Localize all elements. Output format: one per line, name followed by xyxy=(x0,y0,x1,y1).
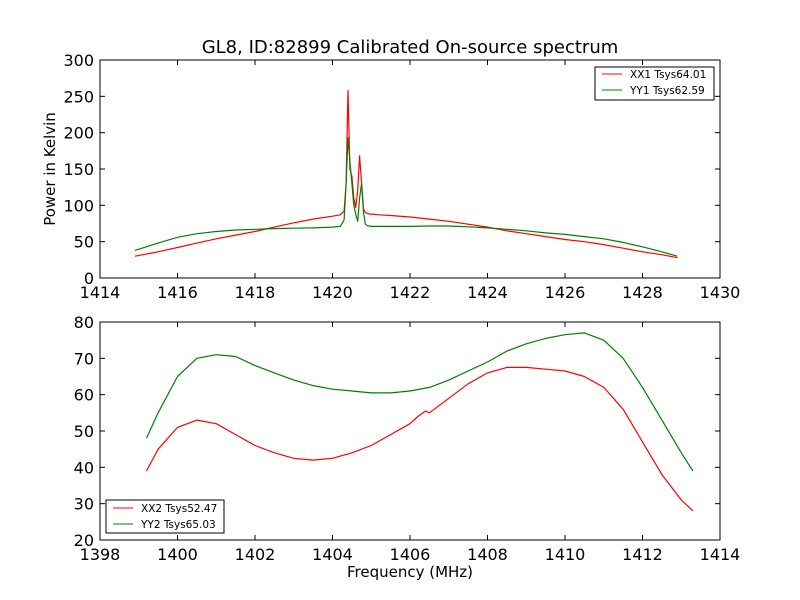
bottom-x-tick-label: 1408 xyxy=(467,545,508,564)
top-series-lines xyxy=(134,89,678,259)
top-y-tick-label: 250 xyxy=(63,87,94,106)
top-x-tick-label: 1424 xyxy=(467,283,508,302)
top-x-tick-label: 1418 xyxy=(235,283,276,302)
top-y-tick-label: 150 xyxy=(63,160,94,179)
bottom-series-line-red xyxy=(145,366,694,512)
bottom-x-tick-label: 1404 xyxy=(312,545,353,564)
top-y-tick-label: 0 xyxy=(84,269,94,288)
top-x-tick-label: 1414 xyxy=(80,283,121,302)
bottom-x-tick-label: 1406 xyxy=(390,545,431,564)
bottom-y-tick-label: 70 xyxy=(74,349,94,368)
top-series-line-green xyxy=(134,137,678,257)
top-x-tick-label: 1416 xyxy=(157,283,198,302)
bottom-y-tick-label: 60 xyxy=(74,386,94,405)
top-y-axis-label: Power in Kelvin xyxy=(41,112,59,226)
bottom-y-tick-label: 40 xyxy=(74,458,94,477)
top-y-tick-label: 200 xyxy=(63,124,94,143)
bottom-x-tick-label: 1412 xyxy=(622,545,663,564)
top-legend-box xyxy=(594,66,715,101)
bottom-legend: XX2 Tsys52.47 YY2 Tsys65.03 xyxy=(105,499,225,534)
bottom-ticks: 1398 1400 1402 1404 1406 1408 1410 1412 1414 20 30… xyxy=(74,313,741,564)
bottom-x-tick-label: 1398 xyxy=(80,545,121,564)
top-y-tick-label: 100 xyxy=(63,196,94,215)
top-x-tick-label: 1428 xyxy=(622,283,663,302)
bottom-series-line-green xyxy=(145,332,694,472)
bottom-series-lines xyxy=(145,332,694,512)
top-ticks: 1414 1416 1418 1420 1422 1424 1426 1428 1430 0 50 1… xyxy=(63,51,740,302)
top-legend: XX1 Tsys64.01 YY1 Tsys62.59 xyxy=(594,66,715,101)
bottom-legend-box xyxy=(105,499,225,534)
bottom-x-axis-label: Frequency (MHz) xyxy=(347,563,473,581)
figure-title: GL8, ID:82899 Calibrated On-source spect… xyxy=(202,37,619,58)
bottom-y-tick-label: 80 xyxy=(74,313,94,332)
top-y-tick-label: 50 xyxy=(74,233,94,252)
top-x-tick-label: 1420 xyxy=(312,283,353,302)
legend-label-xx2: XX2 Tsys52.47 xyxy=(141,503,217,515)
top-x-tick-label: 1430 xyxy=(700,283,741,302)
legend-label-xx1: XX1 Tsys64.01 xyxy=(630,69,706,81)
legend-label-yy1: YY1 Tsys62.59 xyxy=(629,85,705,97)
top-x-tick-label: 1422 xyxy=(390,283,431,302)
bottom-x-tick-label: 1400 xyxy=(157,545,198,564)
bottom-y-tick-label: 30 xyxy=(74,495,94,514)
top-subplot: 1414 1416 1418 1420 1422 1424 1426 1428 1430 0 50 1… xyxy=(41,51,740,302)
top-x-tick-label: 1426 xyxy=(545,283,586,302)
bottom-y-tick-label: 20 xyxy=(74,531,94,550)
bottom-x-tick-label: 1414 xyxy=(700,545,741,564)
bottom-subplot: 1398 1400 1402 1404 1406 1408 1410 1412 1414 20 30… xyxy=(74,313,741,581)
bottom-y-tick-label: 50 xyxy=(74,422,94,441)
bottom-x-tick-label: 1402 xyxy=(235,545,276,564)
bottom-x-tick-label: 1410 xyxy=(545,545,586,564)
top-y-tick-label: 300 xyxy=(63,51,94,70)
legend-label-yy2: YY2 Tsys65.03 xyxy=(140,519,216,531)
